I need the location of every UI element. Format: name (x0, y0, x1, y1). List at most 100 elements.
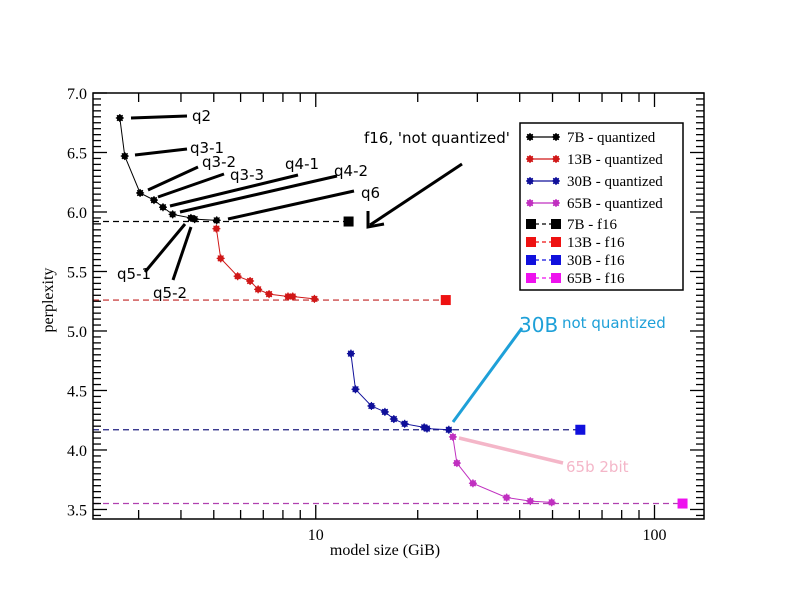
data-point-ray (469, 480, 477, 487)
data-point-ray (552, 155, 560, 163)
legend-marker (552, 177, 560, 185)
annotation-label: q4-1 (285, 155, 319, 173)
legend-marker (526, 199, 534, 207)
annotation-label: q2 (192, 107, 211, 125)
annotation-line (171, 226, 193, 281)
data-point (265, 290, 274, 299)
data-point-ray (213, 217, 220, 224)
legend-label: 65B - f16 (567, 271, 625, 287)
annotation-q6: q6 (227, 184, 380, 221)
series-7b-quantized (115, 113, 221, 225)
data-point (400, 419, 409, 428)
annotation-line (227, 189, 355, 221)
annotation-line (157, 172, 225, 199)
legend-item: 65B - f16 (526, 271, 625, 287)
annotation-f16-not-quantized: f16, 'not quantized' (364, 129, 510, 229)
data-point (448, 432, 457, 441)
data-point-ray (234, 272, 241, 280)
data-point-ray (527, 497, 534, 505)
annotation-line (143, 223, 187, 273)
axes: 10 100 3.5 4.0 4.5 5.0 5.5 6.0 6.5 7.0 model size… (40, 86, 705, 559)
legend-item: 13B - f16 (526, 235, 625, 251)
data-point (452, 459, 461, 468)
data-point-ray (347, 350, 355, 357)
data-point-ray (116, 114, 124, 122)
annotation-q3-2: q3-2 (147, 153, 236, 192)
legend-marker (552, 199, 560, 207)
annotation-label: q6 (361, 184, 380, 202)
annotation-q5-2: q5-2 (153, 226, 193, 302)
annotation-label: q5-1 (117, 265, 151, 283)
annotation-q3-1: q3-1 (134, 139, 224, 157)
data-point (136, 188, 145, 197)
x-tick-label: 100 (642, 527, 666, 544)
annotation-label: q5-2 (153, 284, 187, 302)
annotation-line (134, 147, 188, 157)
data-point (468, 479, 477, 488)
data-point-ray (526, 177, 534, 185)
data-point-ray (449, 433, 457, 441)
data-point (502, 493, 511, 502)
annotations-layer: q2 q3-1q3-2q3-3 q4-1 q4-2 q5-1q5-2 q6 f16, 'no… (117, 107, 666, 476)
data-point-ray (548, 499, 555, 506)
series-30b-quantized (346, 349, 453, 434)
data-point (310, 294, 319, 303)
data-point (346, 349, 355, 358)
plot-frame (92, 92, 705, 520)
data-point-ray (526, 199, 534, 207)
data-point-ray (503, 494, 510, 501)
data-point (246, 277, 255, 286)
data-point-ray (213, 225, 220, 232)
legend-marker (551, 273, 561, 283)
legend-label: 7B - f16 (567, 217, 617, 233)
data-point-ray (289, 293, 296, 300)
data-point (168, 210, 177, 219)
data-point (444, 425, 453, 434)
legend-marker (552, 155, 560, 163)
f16-square-marker (440, 295, 451, 306)
annotation-q4-2: q4-2 (179, 162, 368, 214)
data-point-ray (311, 295, 318, 303)
data-point-ray (381, 408, 389, 416)
y-tick-label: 5.5 (67, 264, 87, 281)
series-layer (115, 113, 688, 509)
series-65b-quantized (448, 432, 556, 507)
annotation-65b-2bit: 65b 2bit (458, 436, 629, 476)
legend-box (519, 122, 684, 291)
annotation-q5-1: q5-1 (117, 223, 187, 283)
annotation-label: f16, 'not quantized' (364, 129, 510, 147)
data-point-ray (121, 152, 129, 160)
data-point (115, 113, 124, 122)
y-tick-label: 4.5 (67, 383, 87, 400)
data-point-ray (390, 415, 398, 423)
annotation-label: q3-2 (202, 153, 236, 171)
data-point (351, 385, 360, 394)
legend-marker (526, 255, 536, 265)
legend-item: 7B - quantized (526, 130, 656, 146)
data-point-ray (368, 402, 375, 410)
legend-marker (526, 133, 534, 141)
data-point-ray (284, 293, 292, 300)
data-point-ray (254, 286, 262, 293)
axis-tick-labels: 10 100 3.5 4.0 4.5 5.0 5.5 6.0 6.5 7.0 (67, 86, 666, 544)
data-point-ray (265, 290, 273, 298)
data-point-ray (526, 133, 534, 141)
annotation-q3-3: q3-3 (157, 166, 264, 199)
annotation-label: q3-3 (230, 166, 264, 184)
data-point (212, 224, 221, 233)
data-point (367, 401, 376, 410)
annotation-label: q4-2 (334, 162, 368, 180)
data-point-ray (352, 386, 359, 393)
annotation-line (451, 327, 524, 423)
annotation-line (130, 114, 188, 120)
legend-item: 7B - f16 (526, 217, 617, 233)
data-point (422, 424, 431, 433)
legend-marker (526, 273, 536, 283)
annotation-q2: q2 (130, 107, 211, 125)
legend-label: 30B - quantized (567, 174, 663, 190)
data-point (212, 216, 221, 225)
data-point (254, 285, 263, 294)
f16-square-marker (677, 498, 688, 509)
legend-marker (526, 155, 534, 163)
